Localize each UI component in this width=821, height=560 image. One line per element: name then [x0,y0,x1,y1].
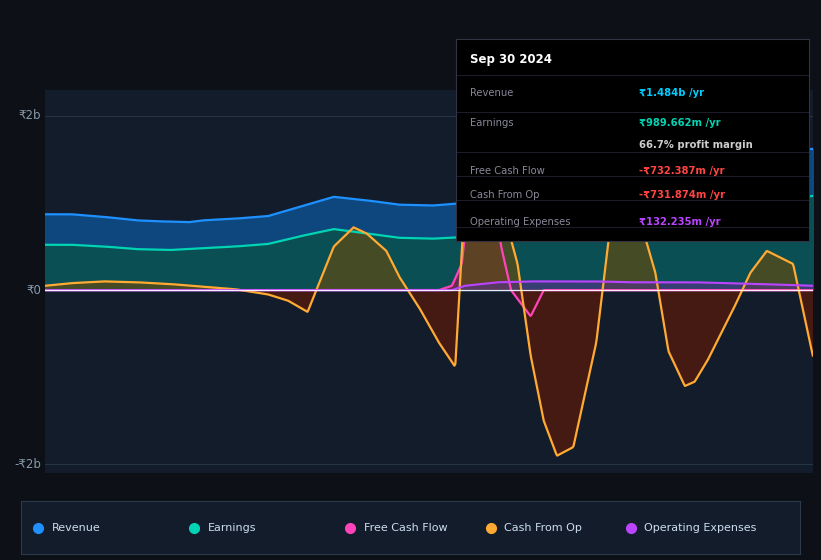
Text: 2018: 2018 [319,500,349,513]
Text: ₹0: ₹0 [26,283,41,297]
Text: 2021: 2021 [516,500,546,513]
Text: Sep 30 2024: Sep 30 2024 [470,53,552,66]
Text: Operating Expenses: Operating Expenses [644,523,757,533]
Text: ₹132.235m /yr: ₹132.235m /yr [640,217,721,227]
Text: 2024: 2024 [713,500,742,513]
Text: 66.7% profit margin: 66.7% profit margin [640,140,753,150]
Text: ₹1.484b /yr: ₹1.484b /yr [640,87,704,97]
Text: 2020: 2020 [450,500,480,513]
Text: 2023: 2023 [647,500,677,513]
Text: -₹731.874m /yr: -₹731.874m /yr [640,190,725,200]
Text: 2019: 2019 [384,500,415,513]
Text: Free Cash Flow: Free Cash Flow [364,523,447,533]
Text: -₹732.387m /yr: -₹732.387m /yr [640,166,725,176]
Text: Cash From Op: Cash From Op [470,190,539,200]
Text: 2022: 2022 [581,500,611,513]
Text: Operating Expenses: Operating Expenses [470,217,571,227]
Text: Revenue: Revenue [52,523,100,533]
Text: Cash From Op: Cash From Op [504,523,582,533]
Text: ₹989.662m /yr: ₹989.662m /yr [640,118,721,128]
Text: 2015: 2015 [122,500,152,513]
Text: Earnings: Earnings [470,118,513,128]
Text: 2016: 2016 [188,500,218,513]
Text: Free Cash Flow: Free Cash Flow [470,166,544,176]
Text: ₹2b: ₹2b [19,109,41,122]
Text: 2014: 2014 [57,500,86,513]
Text: -₹2b: -₹2b [15,458,41,471]
Text: 2017: 2017 [254,500,283,513]
Text: Earnings: Earnings [208,523,256,533]
Text: Revenue: Revenue [470,87,513,97]
